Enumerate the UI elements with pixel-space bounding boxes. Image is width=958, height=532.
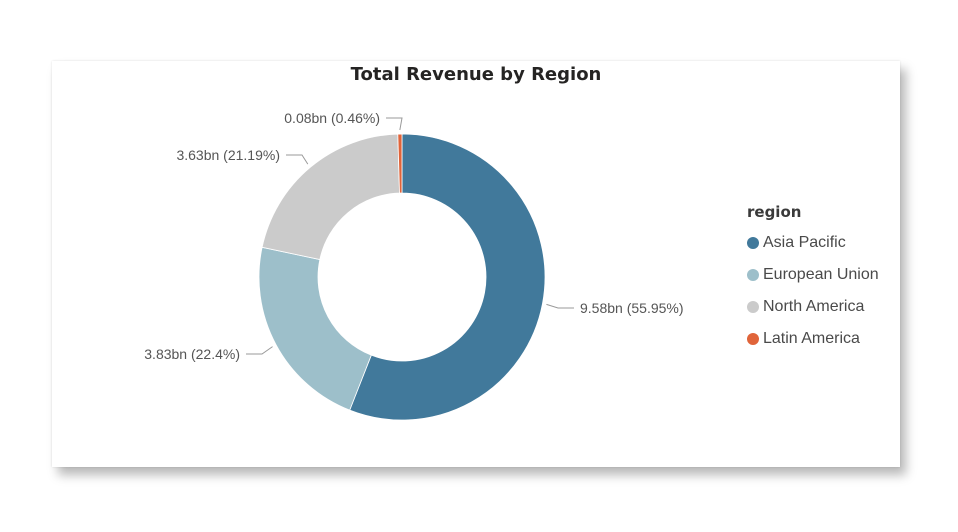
legend-title: region [747, 203, 802, 221]
data-label: 9.58bn (55.95%) [580, 300, 684, 316]
leader-line [246, 346, 273, 355]
leader-line [546, 303, 574, 309]
legend-item[interactable]: North America [747, 291, 879, 323]
legend-label: Asia Pacific [763, 234, 846, 251]
legend-marker [747, 237, 759, 249]
slice-north-america[interactable] [261, 133, 400, 261]
legend-item[interactable]: Asia Pacific [747, 227, 879, 259]
legend-item[interactable]: Latin America [747, 323, 879, 355]
slice-asia-pacific[interactable] [349, 133, 546, 421]
slice-latin-america[interactable] [397, 133, 403, 194]
data-label: 3.63bn (21.19%) [176, 147, 280, 163]
chart-card: Total Revenue by Region 9.58bn (55.95%) 3… [52, 61, 900, 467]
legend-label: European Union [763, 266, 879, 283]
data-label: 0.08bn (0.46%) [284, 110, 380, 126]
legend-marker [747, 333, 759, 345]
chart-title: Total Revenue by Region [350, 64, 602, 85]
legend-item[interactable]: European Union [747, 259, 879, 291]
legend-marker [747, 269, 759, 281]
slice-european-union[interactable] [258, 246, 372, 411]
leader-line [286, 154, 309, 165]
legend: region Asia Pacific European Union North A… [747, 203, 879, 355]
data-label: 3.83bn (22.4%) [144, 346, 240, 362]
legend-marker [747, 301, 759, 313]
legend-label: North America [763, 298, 865, 315]
leader-line [386, 117, 403, 131]
donut-chart: 9.58bn (55.95%) 3.83bn (22.4%) 3.63bn (21.… [144, 110, 684, 421]
legend-label: Latin America [763, 330, 860, 347]
